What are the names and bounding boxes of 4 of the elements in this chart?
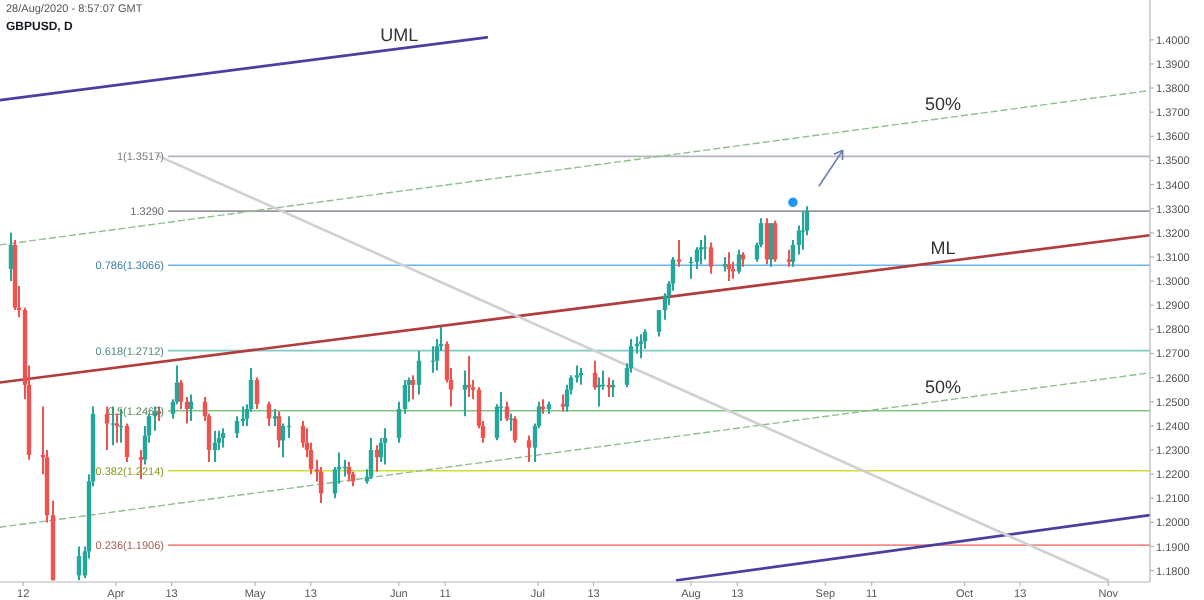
series-label: 50% (924, 376, 962, 397)
series-label: ML (930, 237, 956, 258)
series-label: UML (380, 24, 419, 45)
series-label: 50% (924, 94, 962, 115)
